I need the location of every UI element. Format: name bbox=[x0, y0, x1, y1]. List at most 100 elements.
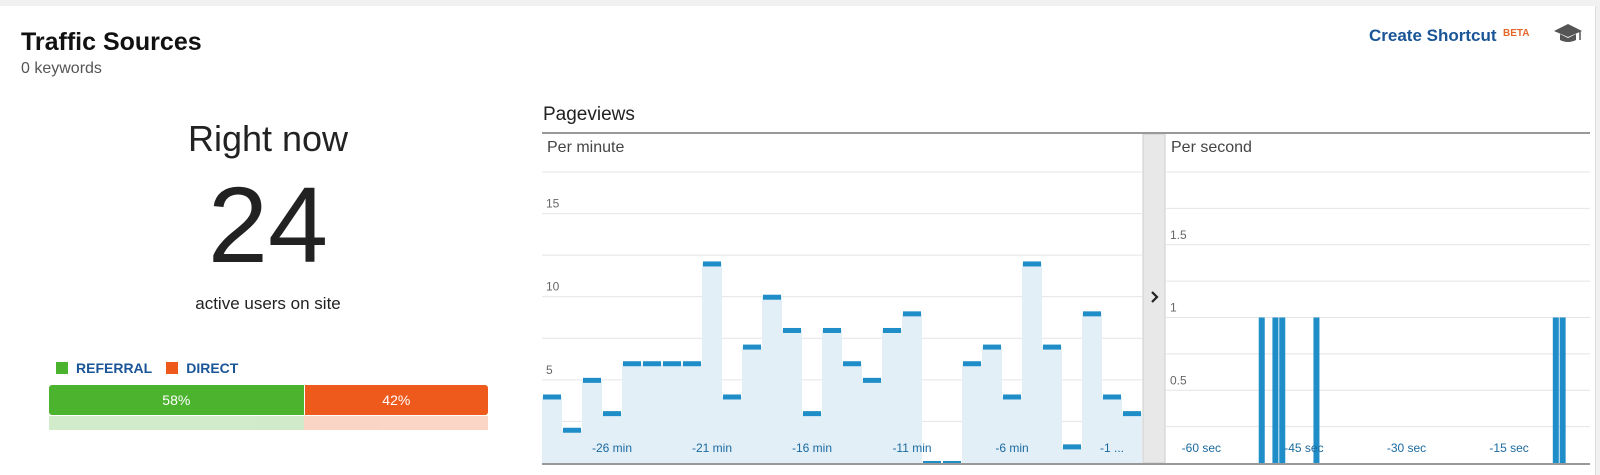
per-minute-bar-fill[interactable] bbox=[662, 363, 682, 463]
per-minute-bar-cap[interactable] bbox=[623, 361, 641, 367]
legend-label-referral: REFERRAL bbox=[76, 360, 153, 376]
per-minute-bar-fill[interactable] bbox=[622, 363, 642, 463]
per-minute-bar-fill[interactable] bbox=[682, 363, 702, 463]
per-minute-bar-cap[interactable] bbox=[1103, 394, 1121, 400]
referral-segment[interactable]: 58% bbox=[49, 385, 304, 415]
per-minute-bar-cap[interactable] bbox=[783, 327, 801, 333]
per-minute-bar-cap[interactable] bbox=[803, 411, 821, 417]
per-second-bar[interactable] bbox=[1258, 317, 1265, 464]
pageviews-chart-frame bbox=[542, 132, 1590, 465]
chevron-right-icon[interactable] bbox=[1151, 291, 1159, 303]
traffic-sources-card: Traffic Sources 0 keywords Create Shortc… bbox=[0, 6, 1596, 475]
legend-label-direct: DIRECT bbox=[186, 360, 239, 376]
per-minute-title: Per minute bbox=[547, 139, 624, 156]
per-minute-xtick-label: -16 min bbox=[792, 441, 832, 455]
per-minute-bar-fill[interactable] bbox=[1042, 346, 1062, 463]
per-minute-bar-fill[interactable] bbox=[1102, 396, 1122, 463]
per-minute-bar-cap[interactable] bbox=[843, 361, 861, 367]
per-minute-chart: Per minute 5 10 15 -26 min -21 min -16 min -11 … bbox=[542, 139, 1142, 463]
per-minute-bar-fill[interactable] bbox=[982, 346, 1002, 463]
per-minute-bar-fill[interactable] bbox=[862, 379, 882, 463]
per-second-bar[interactable] bbox=[1559, 317, 1566, 464]
per-minute-bar-fill[interactable] bbox=[722, 396, 742, 463]
graduation-cap-icon[interactable] bbox=[1553, 21, 1583, 45]
active-users-count: 24 bbox=[207, 164, 329, 285]
per-minute-bar-cap[interactable] bbox=[923, 461, 941, 463]
per-minute-bar-fill[interactable] bbox=[542, 396, 562, 463]
per-minute-bar-cap[interactable] bbox=[643, 361, 661, 367]
per-minute-bar-fill[interactable] bbox=[1022, 263, 1042, 463]
per-minute-bar-cap[interactable] bbox=[963, 361, 981, 367]
share-bar-reflection bbox=[49, 416, 488, 430]
pageviews-title: Pageviews bbox=[543, 104, 635, 125]
beta-badge: BETA bbox=[1503, 28, 1530, 39]
per-minute-bar-cap[interactable] bbox=[1063, 444, 1081, 450]
per-minute-bar-cap[interactable] bbox=[983, 344, 1001, 350]
per-minute-bar-cap[interactable] bbox=[823, 327, 841, 333]
direct-segment[interactable]: 42% bbox=[303, 385, 488, 415]
per-second-xtick-label: -45 sec bbox=[1284, 441, 1323, 455]
per-minute-bar-cap[interactable] bbox=[723, 394, 741, 400]
per-minute-bar-fill[interactable] bbox=[882, 329, 902, 463]
per-minute-bar-fill[interactable] bbox=[742, 346, 762, 463]
per-minute-bar-fill[interactable] bbox=[1062, 446, 1082, 463]
per-minute-xtick-label: -6 min bbox=[995, 441, 1028, 455]
per-minute-bar-fill[interactable] bbox=[842, 363, 862, 463]
legend-item-direct[interactable]: DIRECT bbox=[166, 360, 238, 376]
right-now-label: Right now bbox=[187, 118, 349, 159]
per-minute-bar-fill[interactable] bbox=[1002, 396, 1022, 463]
per-minute-bar-cap[interactable] bbox=[863, 377, 881, 383]
per-minute-bar-cap[interactable] bbox=[563, 427, 581, 433]
legend-item-referral[interactable]: REFERRAL bbox=[56, 360, 152, 376]
per-minute-bar-fill[interactable] bbox=[782, 329, 802, 463]
page-title: Traffic Sources bbox=[21, 28, 202, 56]
per-minute-bar-cap[interactable] bbox=[1003, 394, 1021, 400]
per-minute-bar-cap[interactable] bbox=[603, 411, 621, 417]
per-minute-bar-fill[interactable] bbox=[602, 413, 622, 463]
per-minute-bar-cap[interactable] bbox=[1083, 311, 1101, 317]
per-minute-bar-cap[interactable] bbox=[903, 311, 921, 317]
per-minute-bar-fill[interactable] bbox=[702, 263, 722, 463]
per-minute-bar-fill[interactable] bbox=[642, 363, 662, 463]
direct-reflection bbox=[303, 416, 488, 430]
per-minute-bar-cap[interactable] bbox=[683, 361, 701, 367]
per-minute-bar-fill[interactable] bbox=[562, 429, 582, 463]
per-minute-bar-cap[interactable] bbox=[943, 461, 961, 463]
per-minute-bar-fill[interactable] bbox=[822, 329, 842, 463]
per-minute-bar-fill[interactable] bbox=[902, 313, 922, 463]
per-second-bar[interactable] bbox=[1313, 317, 1320, 464]
per-minute-bar-fill[interactable] bbox=[962, 363, 982, 463]
active-users-label: active users on site bbox=[195, 294, 341, 313]
keywords-count: 0 keywords bbox=[21, 60, 102, 77]
per-minute-bar-cap[interactable] bbox=[663, 361, 681, 367]
per-second-xtick-label: -15 sec bbox=[1489, 441, 1528, 455]
per-second-bar[interactable] bbox=[1272, 317, 1279, 464]
per-minute-bar-cap[interactable] bbox=[1023, 261, 1041, 267]
per-minute-bar-cap[interactable] bbox=[703, 261, 721, 267]
per-minute-bar-fill[interactable] bbox=[1082, 313, 1102, 463]
per-minute-bar-fill[interactable] bbox=[802, 413, 822, 463]
per-minute-bar-cap[interactable] bbox=[1043, 344, 1061, 350]
per-second-ytick-label: 1 bbox=[1170, 301, 1177, 315]
per-minute-bar-fill[interactable] bbox=[1122, 413, 1142, 463]
per-second-bar[interactable] bbox=[1552, 317, 1559, 464]
per-second-ytick-label: 1.5 bbox=[1170, 228, 1187, 242]
per-minute-bar-cap[interactable] bbox=[743, 344, 761, 350]
per-second-title: Per second bbox=[1171, 139, 1252, 156]
direct-swatch bbox=[166, 362, 179, 374]
per-minute-ytick-label: 10 bbox=[546, 280, 560, 294]
pageviews-charts: Per minute 5 10 15 -26 min -21 min -16 min -11 … bbox=[542, 134, 1590, 463]
referral-reflection bbox=[49, 416, 304, 430]
per-second-bar[interactable] bbox=[1279, 317, 1286, 464]
per-minute-bar-cap[interactable] bbox=[543, 394, 561, 400]
per-second-xtick-label: -60 sec bbox=[1182, 441, 1221, 455]
per-minute-bar-cap[interactable] bbox=[1123, 411, 1141, 417]
per-second-chart: Per second 0.5 1 1.5 -60 sec -45 sec -30 sec -1… bbox=[1166, 139, 1590, 463]
per-minute-bar-cap[interactable] bbox=[883, 327, 901, 333]
per-minute-bar-fill[interactable] bbox=[762, 296, 782, 463]
create-shortcut-link[interactable]: Create Shortcut bbox=[1369, 26, 1497, 45]
per-minute-bar-cap[interactable] bbox=[583, 377, 601, 383]
per-minute-xtick-label: -1 ... bbox=[1100, 441, 1124, 455]
per-minute-bar-fill[interactable] bbox=[582, 379, 602, 463]
per-minute-bar-cap[interactable] bbox=[763, 294, 781, 300]
